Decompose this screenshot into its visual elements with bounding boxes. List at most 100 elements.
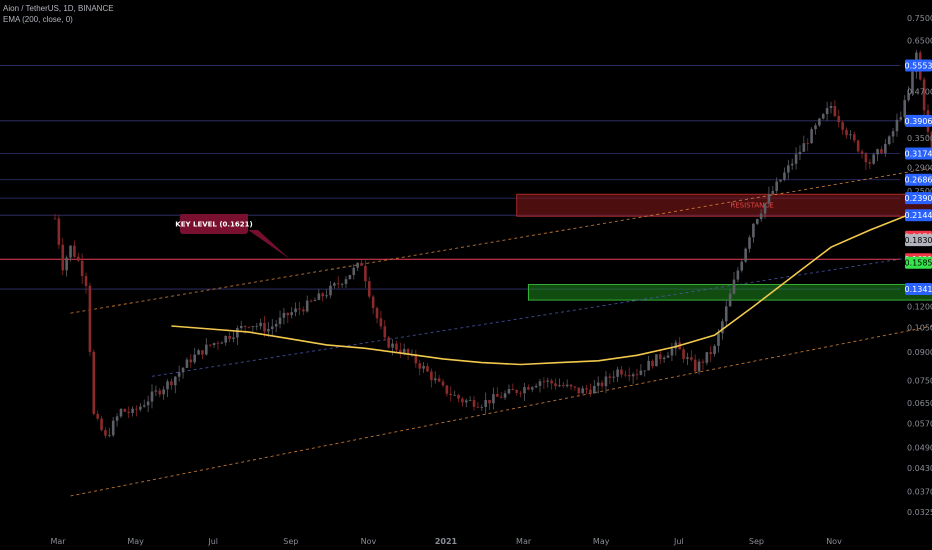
candle-body: [282, 312, 286, 318]
candle-body: [286, 312, 290, 316]
candle-body: [775, 181, 778, 192]
candle-body: [154, 390, 158, 392]
candle-body: [158, 390, 162, 395]
candle-body: [530, 387, 534, 390]
time-tick-label: Nov: [361, 537, 377, 546]
candle-body: [651, 360, 654, 367]
candle-body: [53, 218, 57, 220]
candle-body: [255, 326, 259, 327]
candle-body: [492, 394, 495, 404]
candle-body: [864, 153, 868, 163]
candle-body: [903, 100, 907, 118]
candle-body: [612, 376, 616, 378]
candle-body: [379, 318, 383, 327]
candle-body: [806, 143, 810, 144]
candle-body: [868, 162, 872, 164]
candlesticks: [53, 49, 932, 439]
candle-body: [329, 285, 332, 296]
candle-body: [593, 385, 596, 394]
candle-body: [546, 380, 550, 382]
candle-body: [336, 283, 340, 285]
price-label-text: 0.2390: [905, 194, 932, 203]
candle-body: [232, 337, 235, 339]
price-label-box: [905, 114, 932, 127]
time-tick-label: May: [593, 537, 610, 546]
candle-body: [561, 385, 565, 387]
candle-body: [763, 203, 767, 214]
symbol-title[interactable]: Aion / TetherUS, 1D, BINANCE: [3, 4, 114, 13]
key-level-callout: KEY LEVEL (0.1621): [175, 214, 290, 260]
candle-body: [371, 296, 375, 308]
price-label-box: [905, 192, 932, 205]
candle-body: [391, 343, 394, 348]
candle-body: [852, 134, 856, 141]
candle-body: [166, 381, 169, 390]
candle-body: [135, 408, 138, 410]
candle-body: [259, 322, 262, 327]
candle-body: [360, 262, 363, 266]
candle-body: [100, 418, 103, 431]
candle-body: [604, 376, 608, 387]
candle-body: [433, 378, 437, 381]
candle-body: [236, 328, 239, 338]
indicator-title[interactable]: EMA (200, close, 0): [3, 15, 73, 24]
candle-body: [367, 281, 371, 297]
candle-body: [701, 361, 705, 363]
time-tick-label: Jul: [673, 537, 684, 546]
candle-body: [115, 416, 119, 421]
callout-box: [180, 214, 248, 234]
candle-body: [201, 350, 204, 355]
candle-body: [554, 383, 557, 387]
candle-body: [755, 219, 759, 224]
candle-body: [313, 299, 317, 302]
candle-body: [930, 131, 932, 156]
candle-body: [880, 149, 883, 154]
price-label: 0.1830: [905, 234, 932, 247]
candle-body: [845, 129, 848, 136]
candle-body: [503, 393, 507, 398]
price-label-text: 0.1341: [905, 285, 932, 294]
time-axis[interactable]: Mar May Jul Sep Nov 2021 Mar May Jul Sep Nov: [50, 537, 842, 546]
candle-body: [325, 295, 328, 297]
candle-body: [65, 257, 68, 271]
candle-body: [402, 349, 406, 354]
horizontal-levels: [0, 65, 900, 290]
price-label-text: 0.2144: [905, 211, 932, 220]
candle-body: [884, 144, 887, 154]
candle-body: [911, 71, 914, 94]
trend-channels: [70, 167, 932, 497]
candle-body: [333, 283, 336, 286]
candle-body: [364, 265, 367, 282]
candle-body: [239, 325, 243, 329]
candle-body: [476, 406, 480, 408]
candle-body: [662, 357, 666, 360]
candle-body: [383, 326, 387, 338]
price-label: 0.1585: [905, 256, 932, 269]
candle-body: [119, 408, 123, 417]
candle-body: [515, 390, 519, 393]
ema-200-line: [171, 212, 932, 366]
candle-body: [177, 372, 181, 377]
price-label: 0.2686: [905, 173, 932, 186]
candle-body: [111, 420, 115, 436]
candle-body: [488, 399, 491, 404]
candle-body: [146, 401, 150, 406]
candle-body: [527, 387, 530, 390]
candle-body: [220, 342, 224, 344]
candle-body: [387, 337, 390, 348]
candle-body: [600, 382, 604, 387]
candle-body: [449, 393, 453, 396]
price-label: 0.2390: [905, 192, 932, 205]
candle-body: [833, 105, 837, 117]
candle-body: [92, 351, 96, 414]
candle-body: [193, 354, 196, 363]
candle-body: [352, 267, 356, 275]
candle-body: [472, 400, 476, 407]
candle-body: [538, 381, 542, 386]
